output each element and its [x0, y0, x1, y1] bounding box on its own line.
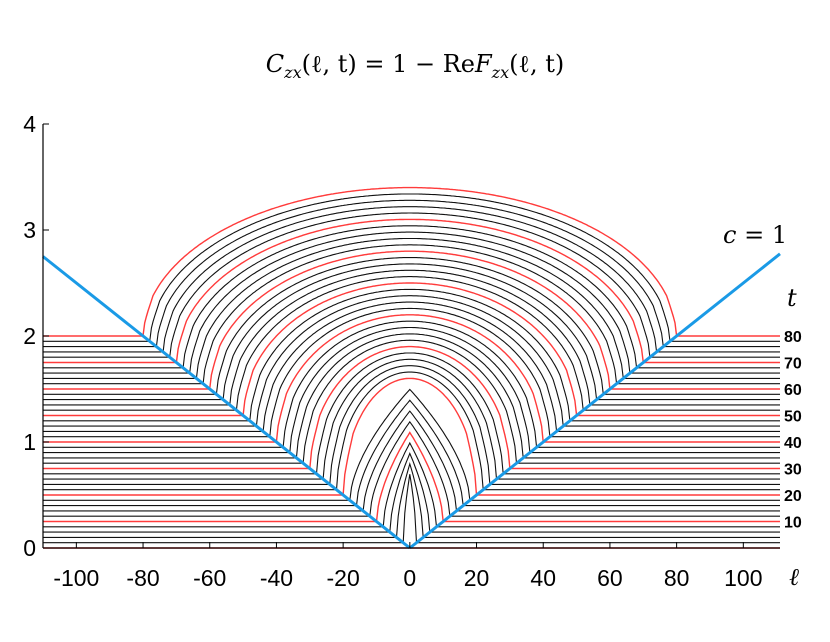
t-axis-label: t: [787, 284, 797, 312]
light-cone-label-rest: = 1: [736, 221, 787, 249]
curve-t4: [43, 461, 780, 538]
t-tick-label: 40: [784, 435, 802, 452]
curve-t66: [43, 231, 780, 374]
y-tick-label: 2: [23, 323, 36, 349]
curve-highlight-t70: [43, 218, 780, 364]
axes-group: -100 -80 -60 -40 -20 0 20 40 60 80 100 0 1 2 3 4 10 20 30 4…: [23, 111, 802, 591]
curve-t24: [43, 365, 780, 485]
x-tick-label: -100: [53, 565, 99, 591]
curve-t28: [43, 352, 780, 475]
light-cone-line-1: [408, 252, 781, 550]
curve-t42: [43, 307, 780, 438]
curve-t64: [43, 237, 780, 379]
curve-t56: [43, 263, 780, 401]
x-tick-label: -60: [193, 565, 226, 591]
curve-t52: [43, 276, 780, 411]
curve-highlight-t30: [43, 345, 780, 470]
title-f-sub: zx: [491, 63, 509, 82]
curve-t44: [43, 301, 780, 432]
x-tick-label: 40: [530, 565, 556, 591]
curve-t48: [43, 288, 780, 422]
t-tick-label: 20: [784, 488, 802, 505]
x-tick-label: 60: [597, 565, 623, 591]
curve-t46: [43, 295, 780, 427]
title-c: C: [266, 50, 284, 78]
curve-t2: [43, 474, 780, 544]
curve-highlight-t40: [43, 314, 780, 443]
curve-highlight-t10: [43, 431, 780, 523]
x-tick-label: 20: [464, 565, 490, 591]
y-tick-label: 1: [23, 429, 36, 455]
light-cone-label: c = 1: [723, 221, 787, 249]
curve-t74: [43, 206, 780, 353]
curve-t6: [43, 452, 780, 533]
x-tick-label: 80: [664, 565, 690, 591]
curve-t68: [43, 225, 780, 369]
curve-t34: [43, 333, 780, 459]
x-tick-label: -40: [260, 565, 293, 591]
curve-t78: [43, 193, 780, 342]
curve-t18: [43, 388, 780, 501]
curve-t12: [43, 420, 780, 517]
curve-highlight-t60: [43, 250, 780, 390]
title-args: (ℓ, t) = 1 − Re: [302, 50, 475, 78]
x-tick-label: 0: [403, 565, 416, 591]
x-axis-label: ℓ: [789, 563, 799, 591]
t-tick-label: 60: [784, 382, 802, 399]
curve-t54: [43, 269, 780, 406]
t-tick-label: 80: [784, 329, 802, 346]
curve-t8: [43, 441, 780, 528]
curve-t76: [43, 199, 780, 348]
title-f: F: [474, 50, 493, 78]
curve-t32: [43, 339, 780, 464]
curves-group: [43, 186, 780, 549]
curve-highlight-t20: [43, 377, 780, 496]
curve-t58: [43, 257, 780, 395]
y-tick-label: 0: [23, 535, 36, 561]
x-tick-label: -80: [126, 565, 159, 591]
y-tick-label: 4: [23, 111, 36, 137]
light-cone-label-var: c: [723, 221, 736, 249]
title-args2: (ℓ, t): [509, 50, 564, 78]
t-tick-label: 30: [784, 462, 802, 479]
curve-t16: [43, 399, 780, 507]
curve-t72: [43, 212, 780, 358]
light-cone-group: [42, 252, 781, 550]
curve-highlight-t80: [43, 186, 780, 337]
curve-t22: [43, 371, 780, 491]
curve-t36: [43, 326, 780, 454]
y-tick-label: 3: [23, 217, 36, 243]
curve-highlight-t50: [43, 282, 780, 417]
curve-t14: [43, 410, 780, 512]
t-tick-label: 50: [784, 409, 802, 426]
curve-t38: [43, 320, 780, 448]
curve-t26: [43, 358, 780, 480]
t-tick-label: 10: [784, 515, 802, 532]
light-cone-line-0: [42, 255, 411, 550]
t-tick-label: 70: [784, 356, 802, 373]
title-c-sub: zx: [283, 63, 301, 82]
x-tick-label: -20: [327, 565, 360, 591]
x-tick-label: 100: [724, 565, 762, 591]
curve-t62: [43, 244, 780, 385]
chart-title: Czx(ℓ, t) = 1 − ReFzx(ℓ, t): [266, 50, 564, 82]
